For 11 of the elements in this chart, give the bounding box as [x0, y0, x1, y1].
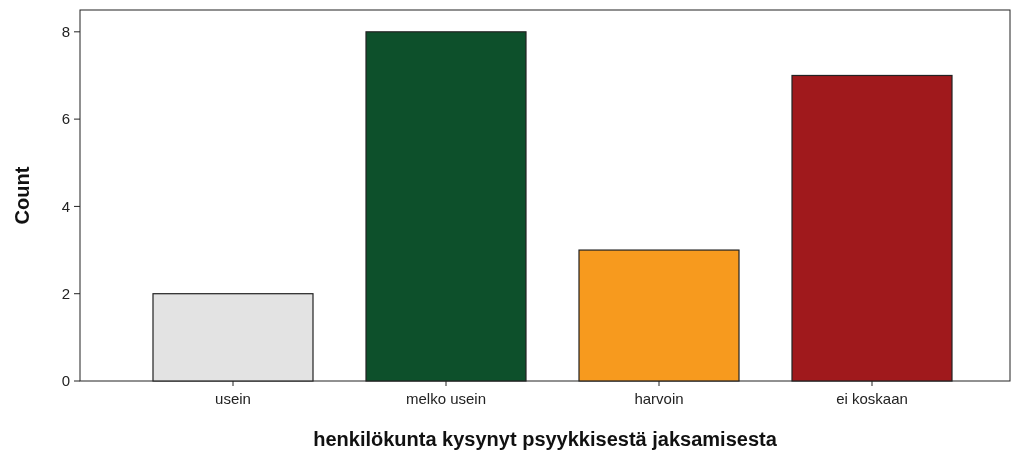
y-tick-label: 6 [61, 110, 70, 128]
y-tick-label: 2 [61, 284, 70, 302]
x-tick-label: usein [215, 390, 251, 407]
y-axis-title: Count [11, 166, 33, 225]
y-tick-label: 8 [61, 23, 70, 41]
x-axis-title: henkilökunta kysynyt psyykkisestä jaksamisesta [313, 428, 778, 450]
x-tick-label: ei koskaan [836, 390, 908, 407]
y-tick-label: 4 [61, 197, 70, 215]
y-tick-label: 0 [61, 372, 70, 390]
x-tick-label: melko usein [405, 390, 487, 407]
x-tick-label: harvoin [634, 390, 684, 407]
